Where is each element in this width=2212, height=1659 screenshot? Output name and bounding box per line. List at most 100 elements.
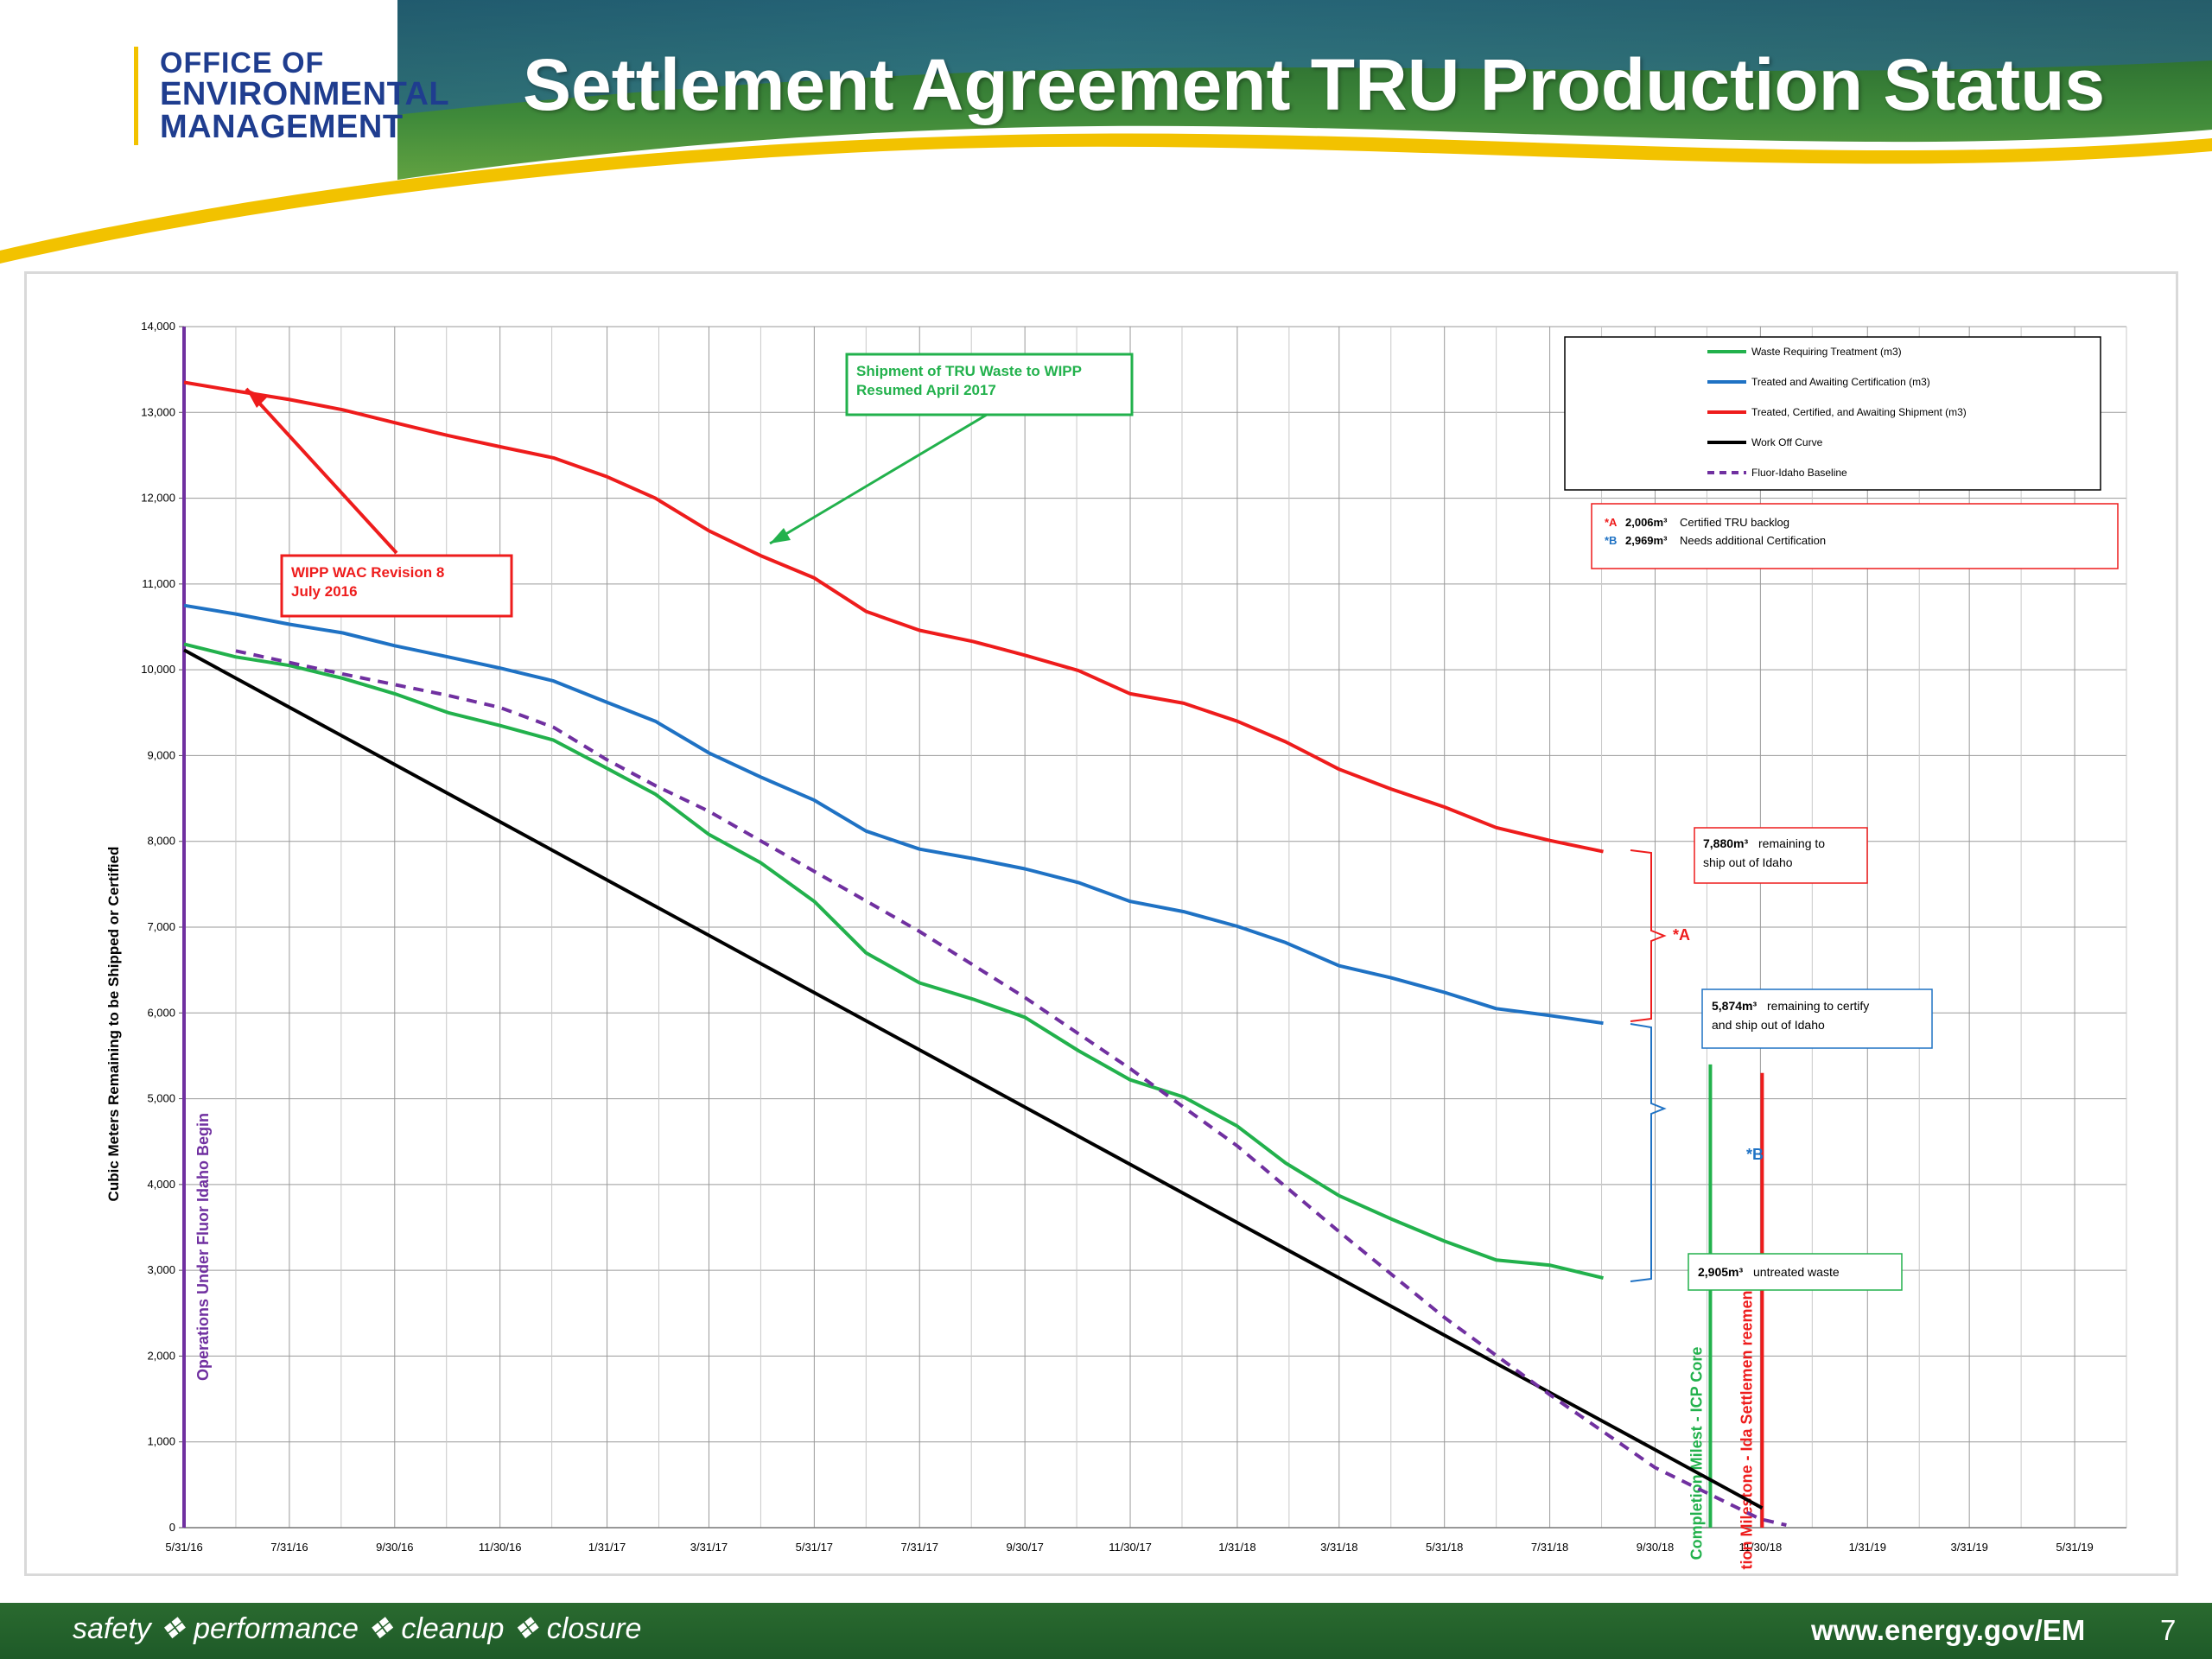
- vertical-marker-label: Completion Milest - ICP Core: [1688, 1347, 1705, 1560]
- x-tick-label: 5/31/16: [165, 1541, 202, 1554]
- backlog-note: *A 2,006m³ Certified TRU backlog *B 2,96…: [1591, 503, 2119, 569]
- header-banner: OFFICE OF ENVIRONMENTAL MANAGEMENT Settl…: [0, 0, 2212, 285]
- logo-line-1: OFFICE OF: [160, 47, 325, 79]
- x-axis-tick-labels: 5/31/16 7/31/16 9/30/16 11/30/16 1/31/17 3/31…: [165, 1541, 2093, 1554]
- logo-line-3: MANAGEMENT: [160, 109, 404, 145]
- shipment-callout-line2: Resumed April 2017: [856, 382, 996, 398]
- y-tick-label: 9,000: [147, 748, 175, 761]
- series-line: [235, 649, 1787, 1527]
- logo-accent-bar: [134, 47, 138, 145]
- vertical-marker-lines: Operations Under Fluor Idaho Begin Comple…: [182, 327, 1764, 1570]
- wipp-callout-line1: WIPP WAC Revision 8: [291, 564, 444, 581]
- y-tick-label: 0: [169, 1521, 175, 1534]
- backlog-a-text: Certified TRU backlog: [1680, 516, 1789, 529]
- green-remaining-value: 2,905m³: [1698, 1265, 1743, 1279]
- wipp-callout-arrow: [245, 387, 398, 555]
- y-tick-label: 2,000: [147, 1349, 175, 1362]
- backlog-b-value: 2,969m³: [1625, 534, 1668, 547]
- x-tick-label: 11/30/16: [479, 1541, 522, 1554]
- brace-b-label: *B: [1746, 1146, 1764, 1163]
- y-axis-tick-labels: 0 1,000 2,000 3,000 4,000 5,000 6,000 7,000 8,00…: [141, 320, 175, 1534]
- x-tick-label: 5/31/18: [1426, 1541, 1463, 1554]
- x-tick-label: 1/31/17: [588, 1541, 626, 1554]
- x-tick-label: 3/31/17: [690, 1541, 728, 1554]
- x-tick-label: 11/30/17: [1109, 1541, 1152, 1554]
- wipp-callout-arrowhead: [246, 389, 267, 408]
- red-remaining-callout: 7,880m³ remaining to ship out of Idaho: [1694, 827, 1868, 884]
- y-axis-label: Cubic Meters Remaining to be Shipped or …: [105, 847, 122, 1202]
- y-tick-label: 14,000: [141, 320, 175, 333]
- y-tick-label: 6,000: [147, 1006, 175, 1019]
- logo-line-2: ENVIRONMENTAL: [160, 76, 450, 112]
- shipment-resumed-callout: Shipment of TRU Waste to WIPP Resumed Ap…: [769, 353, 1134, 545]
- x-tick-label: 1/31/19: [1849, 1541, 1886, 1554]
- brace-a-label: *A: [1673, 926, 1690, 944]
- chart-legend: Waste Requiring Treatment (m3) Treated an…: [1564, 336, 2101, 491]
- x-tick-label: 7/31/17: [901, 1541, 938, 1554]
- legend-label: Waste Requiring Treatment (m3): [1751, 346, 1902, 358]
- green-remaining-box: [1688, 1253, 1903, 1291]
- y-tick-label: 11,000: [142, 577, 175, 590]
- red-remaining-text1: remaining to: [1758, 836, 1825, 850]
- red-remaining-value: 7,880m³: [1703, 836, 1748, 850]
- x-tick-label: 11/30/18: [1739, 1541, 1783, 1554]
- legend-label: Work Off Curve: [1751, 436, 1823, 448]
- remaining-braces: *A *B: [1630, 849, 1764, 1282]
- shipment-callout-line1: Shipment of TRU Waste to WIPP: [856, 363, 1082, 379]
- green-remaining-text: untreated waste: [1753, 1265, 1840, 1279]
- y-tick-label: 4,000: [147, 1178, 175, 1191]
- brace-a: [1630, 849, 1667, 1022]
- blue-remaining-text2: and ship out of Idaho: [1712, 1018, 1825, 1032]
- x-tick-label: 9/30/18: [1637, 1541, 1674, 1554]
- x-tick-label: 5/31/17: [796, 1541, 833, 1554]
- shipment-callout-arrowhead: [770, 528, 791, 543]
- x-tick-label: 3/31/18: [1320, 1541, 1357, 1554]
- footer-tagline: safety ❖ performance ❖ cleanup ❖ closure: [73, 1612, 642, 1645]
- x-tick-label: 7/31/16: [270, 1541, 308, 1554]
- slide-title: Settlement Agreement TRU Production Stat…: [523, 44, 2106, 125]
- wipp-callout-line2: July 2016: [291, 583, 358, 600]
- y-tick-label: 13,000: [141, 405, 175, 418]
- y-tick-label: 7,000: [147, 920, 175, 933]
- shipment-callout-box: [845, 353, 1134, 416]
- blue-remaining-value: 5,874m³: [1712, 999, 1757, 1013]
- y-tick-label: 10,000: [141, 663, 175, 676]
- x-tick-label: 3/31/19: [1950, 1541, 1987, 1554]
- wipp-callout-box: [280, 554, 513, 618]
- y-tick-label: 1,000: [147, 1435, 175, 1448]
- chart-series: [183, 380, 1787, 1527]
- red-remaining-box: [1694, 827, 1868, 884]
- legend-label: Treated, Certified, and Awaiting Shipmen…: [1751, 406, 1967, 418]
- doe-em-logo: OFFICE OF ENVIRONMENTAL MANAGEMENT: [160, 48, 449, 143]
- footer-url: www.energy.gov/EM: [1811, 1614, 2086, 1646]
- vertical-marker-label: Completion Milestone - Ida Settlemen ree…: [1738, 1285, 1755, 1570]
- blue-remaining-callout: 5,874m³ remaining to certify and ship ou…: [1701, 988, 1933, 1049]
- x-tick-label: 9/30/16: [376, 1541, 413, 1554]
- page-number: 7: [2160, 1614, 2177, 1646]
- header-background: [0, 0, 2212, 285]
- backlog-a-marker: *A: [1605, 516, 1618, 529]
- backlog-note-box: [1591, 503, 2119, 569]
- series-line: [183, 648, 1764, 1510]
- series-line: [183, 603, 1604, 1026]
- vertical-marker-label: Operations Under Fluor Idaho Begin: [194, 1113, 212, 1381]
- y-tick-label: 8,000: [147, 835, 175, 848]
- x-tick-label: 9/30/17: [1006, 1541, 1043, 1554]
- shipment-callout-arrow: [769, 410, 992, 545]
- legend-box: [1564, 336, 2101, 491]
- y-tick-label: 12,000: [141, 492, 175, 505]
- x-tick-label: 5/31/19: [2056, 1541, 2093, 1554]
- green-remaining-callout: 2,905m³ untreated waste: [1688, 1253, 1903, 1291]
- legend-items: Waste Requiring Treatment (m3) Treated an…: [1707, 346, 1967, 479]
- brace-b: [1630, 1023, 1667, 1282]
- series-line: [183, 380, 1604, 854]
- x-tick-label: 1/31/18: [1218, 1541, 1255, 1554]
- legend-label: Treated and Awaiting Certification (m3): [1751, 376, 1930, 388]
- blue-remaining-box: [1701, 988, 1933, 1049]
- backlog-b-text: Needs additional Certification: [1680, 534, 1826, 547]
- backlog-a-value: 2,006m³: [1625, 516, 1668, 529]
- y-tick-label: 5,000: [147, 1092, 175, 1105]
- tru-production-chart: 0 1,000 2,000 3,000 4,000 5,000 6,000 7,000 8,00…: [105, 320, 2127, 1570]
- backlog-b-marker: *B: [1605, 534, 1617, 547]
- wipp-revision-callout: WIPP WAC Revision 8 July 2016: [245, 387, 513, 618]
